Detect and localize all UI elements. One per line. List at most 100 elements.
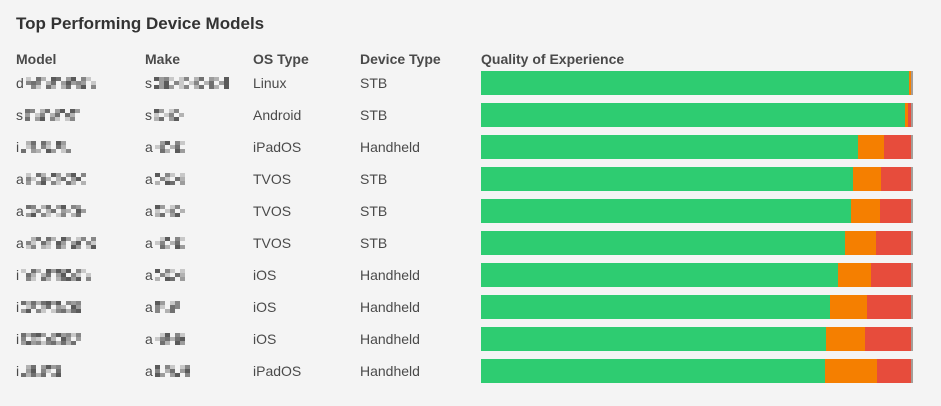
redacted-pixelated-text [154, 109, 184, 121]
column-header-os-type: OS Type [253, 51, 309, 67]
qoe-stacked-bar[interactable] [481, 71, 913, 95]
qoe-segment-green[interactable] [481, 231, 846, 255]
qoe-stacked-bar[interactable] [481, 359, 913, 383]
qoe-stacked-bar[interactable] [481, 327, 913, 351]
make-cell-initial: a [145, 203, 153, 219]
model-cell: a [16, 203, 145, 219]
device-type-cell: Handheld [360, 331, 420, 347]
qoe-stacked-bar[interactable] [481, 263, 913, 287]
model-cell-initial: i [16, 331, 20, 347]
redacted-pixelated-text [154, 301, 180, 313]
panel-title: Top Performing Device Models [16, 14, 265, 33]
qoe-segment-green[interactable] [481, 135, 858, 159]
redacted-pixelated-text [25, 173, 86, 185]
qoe-stacked-bar[interactable] [481, 135, 913, 159]
redacted-pixelated-text [21, 141, 72, 153]
qoe-segment-red[interactable] [877, 359, 911, 383]
make-cell: a [145, 171, 253, 187]
redacted-pixelated-text [21, 365, 62, 377]
os-type-cell: iOS [253, 299, 277, 315]
qoe-stacked-bar[interactable] [481, 103, 913, 127]
table-row: s s Android STB [16, 99, 915, 131]
os-type-cell: iPadOS [253, 139, 302, 155]
qoe-stacked-bar[interactable] [481, 199, 913, 223]
qoe-segment-orange[interactable] [850, 199, 880, 223]
make-cell: a [145, 235, 253, 251]
redacted-pixelated-text [154, 333, 185, 345]
model-cell: i [16, 331, 145, 347]
qoe-segment-green[interactable] [481, 167, 854, 191]
qoe-segment-orange[interactable] [904, 103, 908, 127]
table-row: i a iPadOS Handheld [16, 355, 915, 387]
qoe-segment-red[interactable] [884, 135, 911, 159]
qoe-segment-orange[interactable] [830, 295, 867, 319]
model-cell-initial: a [16, 203, 24, 219]
make-cell-initial: a [145, 139, 153, 155]
qoe-segment-red[interactable] [864, 327, 911, 351]
table-row: i a iPadOS Handheld [16, 131, 915, 163]
qoe-segment-green[interactable] [481, 327, 826, 351]
qoe-segment-orange[interactable] [853, 167, 881, 191]
qoe-segment-green[interactable] [481, 263, 839, 287]
qoe-segment-orange[interactable] [857, 135, 885, 159]
qoe-segment-red[interactable] [875, 231, 911, 255]
qoe-bar-cell [481, 327, 913, 351]
redacted-pixelated-text [154, 77, 229, 89]
model-cell-initial: s [16, 107, 23, 123]
make-cell: a [145, 203, 253, 219]
qoe-segment-red[interactable] [879, 199, 911, 223]
table-row: a a TVOS STB [16, 195, 915, 227]
qoe-segment-green[interactable] [481, 71, 910, 95]
table-row: a a TVOS STB [16, 163, 915, 195]
model-cell-initial: i [16, 299, 20, 315]
qoe-segment-green[interactable] [481, 199, 851, 223]
qoe-segment-red[interactable] [866, 295, 911, 319]
os-type-cell: TVOS [253, 235, 292, 251]
qoe-segment-red[interactable] [880, 167, 911, 191]
qoe-segment-orange[interactable] [825, 327, 865, 351]
make-cell-initial: a [145, 171, 153, 187]
os-type-cell: iOS [253, 331, 277, 347]
redacted-pixelated-text [25, 109, 80, 121]
qoe-segment-green[interactable] [481, 295, 831, 319]
redacted-pixelated-text [25, 237, 96, 249]
qoe-segment-green[interactable] [481, 359, 825, 383]
column-header-model: Model [16, 51, 57, 67]
model-cell-initial: i [16, 363, 20, 379]
table-body: d s Linux STB s s Android STB i a iPadOS Handheld a a… [16, 67, 915, 387]
qoe-bar-cell [481, 231, 913, 255]
qoe-segment-green[interactable] [481, 103, 905, 127]
qoe-stacked-bar[interactable] [481, 295, 913, 319]
redacted-pixelated-text [25, 77, 96, 89]
qoe-bar-cell [481, 359, 913, 383]
model-cell-initial: i [16, 267, 20, 283]
qoe-bar-cell [481, 135, 913, 159]
make-cell-initial: a [145, 299, 153, 315]
redacted-pixelated-text [154, 237, 185, 249]
qoe-segment-red[interactable] [907, 103, 911, 127]
model-cell-initial: a [16, 171, 24, 187]
make-cell-initial: s [145, 107, 152, 123]
qoe-segment-orange[interactable] [845, 231, 876, 255]
column-header-quality-of-experience: Quality of Experience [481, 51, 625, 67]
qoe-segment-orange[interactable] [838, 263, 871, 287]
redacted-pixelated-text [154, 365, 190, 377]
redacted-pixelated-text [25, 205, 86, 217]
qoe-stacked-bar[interactable] [481, 167, 913, 191]
make-cell: s [145, 75, 253, 91]
redacted-pixelated-text [154, 173, 185, 185]
qoe-bar-cell [481, 103, 913, 127]
redacted-pixelated-text [21, 301, 82, 313]
qoe-segment-orange[interactable] [824, 359, 878, 383]
make-cell-initial: s [145, 75, 152, 91]
os-type-cell: iPadOS [253, 363, 302, 379]
table-row: i a iOS Handheld [16, 291, 915, 323]
redacted-pixelated-text [154, 141, 185, 153]
qoe-segment-orange[interactable] [909, 71, 911, 95]
qoe-segment-red[interactable] [871, 263, 911, 287]
redacted-pixelated-text [154, 269, 185, 281]
qoe-bar-cell [481, 263, 913, 287]
qoe-stacked-bar[interactable] [481, 231, 913, 255]
model-cell: i [16, 267, 145, 283]
